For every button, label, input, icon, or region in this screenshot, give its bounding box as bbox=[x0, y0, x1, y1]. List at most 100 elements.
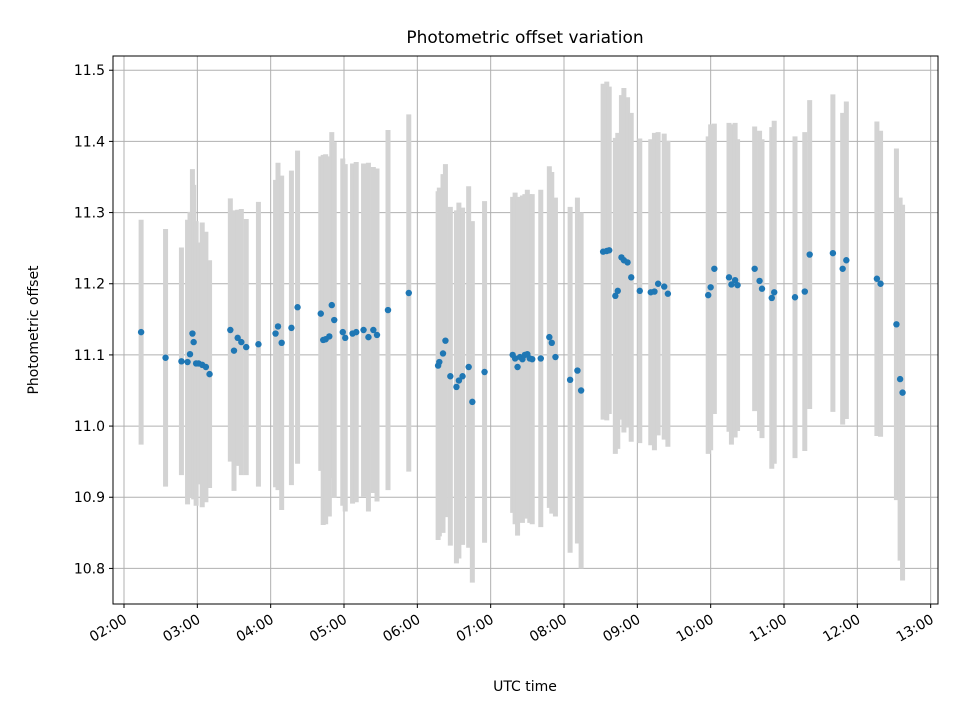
data-point bbox=[189, 330, 196, 337]
data-point bbox=[725, 274, 733, 281]
y-tick-label: 11.1 bbox=[74, 348, 105, 364]
data-point bbox=[274, 323, 282, 330]
data-point bbox=[230, 347, 238, 354]
data-point bbox=[839, 265, 846, 272]
data-point bbox=[234, 334, 241, 342]
data-point bbox=[636, 287, 643, 295]
data-point bbox=[353, 328, 360, 336]
data-point bbox=[651, 288, 658, 295]
data-point bbox=[624, 259, 631, 266]
data-point bbox=[459, 373, 466, 380]
data-point bbox=[896, 375, 904, 383]
data-point bbox=[529, 355, 536, 363]
data-point bbox=[654, 280, 662, 287]
data-point bbox=[243, 343, 250, 351]
plot-frame bbox=[112, 55, 939, 605]
y-tick-label: 11.2 bbox=[74, 277, 105, 293]
data-point bbox=[751, 265, 758, 272]
data-point bbox=[442, 337, 449, 344]
data-point bbox=[202, 363, 210, 371]
chart-title: Photometric offset variation bbox=[406, 28, 643, 48]
data-point bbox=[328, 301, 335, 309]
data-point bbox=[711, 265, 718, 272]
data-point bbox=[577, 387, 585, 394]
data-point bbox=[331, 316, 338, 324]
data-point bbox=[566, 376, 574, 384]
data-point bbox=[370, 326, 377, 334]
data-point bbox=[731, 276, 739, 284]
data-point bbox=[453, 383, 460, 391]
data-point bbox=[190, 338, 197, 346]
data-point bbox=[546, 333, 553, 341]
data-point bbox=[661, 283, 668, 290]
data-point bbox=[791, 294, 799, 301]
data-point bbox=[184, 358, 191, 366]
data-point bbox=[206, 370, 213, 378]
data-point bbox=[137, 328, 145, 336]
data-point bbox=[278, 339, 285, 347]
data-point bbox=[734, 281, 741, 289]
data-point bbox=[465, 363, 472, 371]
y-tick-label: 11.5 bbox=[74, 63, 105, 79]
data-point bbox=[186, 350, 194, 358]
y-axis-label: Photometric offset bbox=[26, 265, 42, 395]
data-point bbox=[384, 306, 392, 314]
y-tick-label: 10.9 bbox=[74, 490, 105, 506]
data-point bbox=[511, 355, 519, 362]
data-point bbox=[514, 363, 521, 371]
data-point bbox=[771, 289, 778, 296]
data-point bbox=[801, 288, 808, 295]
data-point bbox=[843, 257, 850, 264]
data-point bbox=[806, 251, 813, 258]
y-tick-label: 11.4 bbox=[74, 134, 105, 150]
data-point bbox=[405, 289, 412, 297]
data-point bbox=[829, 249, 837, 257]
data-point bbox=[339, 328, 346, 336]
data-point bbox=[294, 304, 301, 311]
data-point bbox=[574, 367, 581, 374]
data-point bbox=[899, 389, 906, 396]
data-point bbox=[664, 290, 672, 297]
data-point bbox=[705, 291, 712, 299]
data-point bbox=[227, 326, 234, 334]
data-point bbox=[707, 284, 714, 291]
data-point bbox=[469, 398, 476, 406]
y-tick-label: 10.8 bbox=[74, 561, 105, 577]
data-point bbox=[768, 294, 775, 302]
data-point bbox=[178, 358, 185, 365]
data-point bbox=[365, 333, 372, 341]
data-point bbox=[612, 292, 619, 300]
data-point bbox=[455, 377, 463, 384]
data-point bbox=[447, 373, 454, 380]
data-point bbox=[162, 354, 169, 361]
data-point bbox=[614, 287, 621, 295]
data-point bbox=[873, 275, 881, 282]
data-point bbox=[728, 281, 735, 288]
data-point bbox=[288, 324, 295, 332]
data-point bbox=[439, 350, 447, 357]
data-point bbox=[552, 353, 559, 361]
data-point bbox=[317, 310, 324, 317]
data-point bbox=[628, 274, 635, 281]
data-point bbox=[238, 338, 245, 346]
data-point bbox=[548, 339, 555, 347]
data-point bbox=[255, 341, 262, 348]
data-point bbox=[756, 277, 763, 285]
data-point bbox=[481, 368, 488, 376]
y-axis-ticks: 10.8 10.9 11.0 11.1 11.2 11.3 11.4 11.5 bbox=[74, 63, 113, 577]
data-point bbox=[342, 334, 349, 342]
data-point bbox=[436, 358, 443, 366]
data-point bbox=[373, 331, 381, 339]
x-axis-label: UTC time bbox=[493, 679, 557, 695]
data-point bbox=[606, 247, 613, 254]
data-points bbox=[137, 247, 906, 406]
data-point bbox=[360, 326, 367, 334]
data-point bbox=[893, 321, 900, 328]
data-point bbox=[758, 285, 766, 292]
data-point bbox=[272, 330, 279, 337]
y-tick-label: 11.0 bbox=[74, 419, 105, 435]
data-point bbox=[877, 280, 884, 287]
data-point bbox=[326, 333, 333, 340]
